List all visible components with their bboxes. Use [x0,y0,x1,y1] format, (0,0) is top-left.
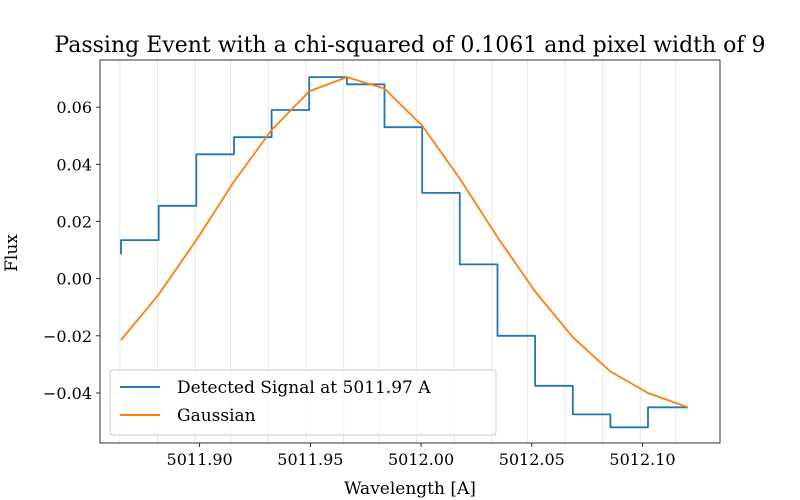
x-axis-label: Wavelength [A] [344,479,476,499]
series-gaussian [120,76,689,409]
y-tick-label: 0.02 [56,212,92,231]
y-tick-label: 0.04 [56,155,92,174]
y-axis-label: Flux [2,234,22,272]
plot-area-frame [99,59,721,444]
legend-label-gaussian: Gaussian [177,406,256,426]
x-tick-label: 5011.90 [167,450,233,469]
y-tick-label: −0.04 [43,384,92,403]
x-tick-label: 5012.05 [499,450,565,469]
tick-layer: 5011.90 5011.95 5012.00 5012.05 5012.10 −0.04… [43,98,676,469]
y-tick-label: 0.00 [56,270,92,289]
y-tick-label: 0.06 [56,98,92,117]
legend: Detected Signal at 5011.97 A Gaussian [109,369,497,436]
x-tick-label: 5011.95 [277,450,343,469]
legend-box [109,369,497,436]
legend-label-detected-signal: Detected Signal at 5011.97 A [177,378,431,398]
grid-layer [119,60,677,443]
series-detected-signal [120,76,688,429]
x-tick-label: 5012.00 [388,450,454,469]
y-tick-label: −0.02 [43,327,92,346]
x-tick-label: 5012.10 [609,450,675,469]
chart-title: Passing Event with a chi-squared of 0.10… [54,33,765,58]
series-layer [120,76,689,429]
